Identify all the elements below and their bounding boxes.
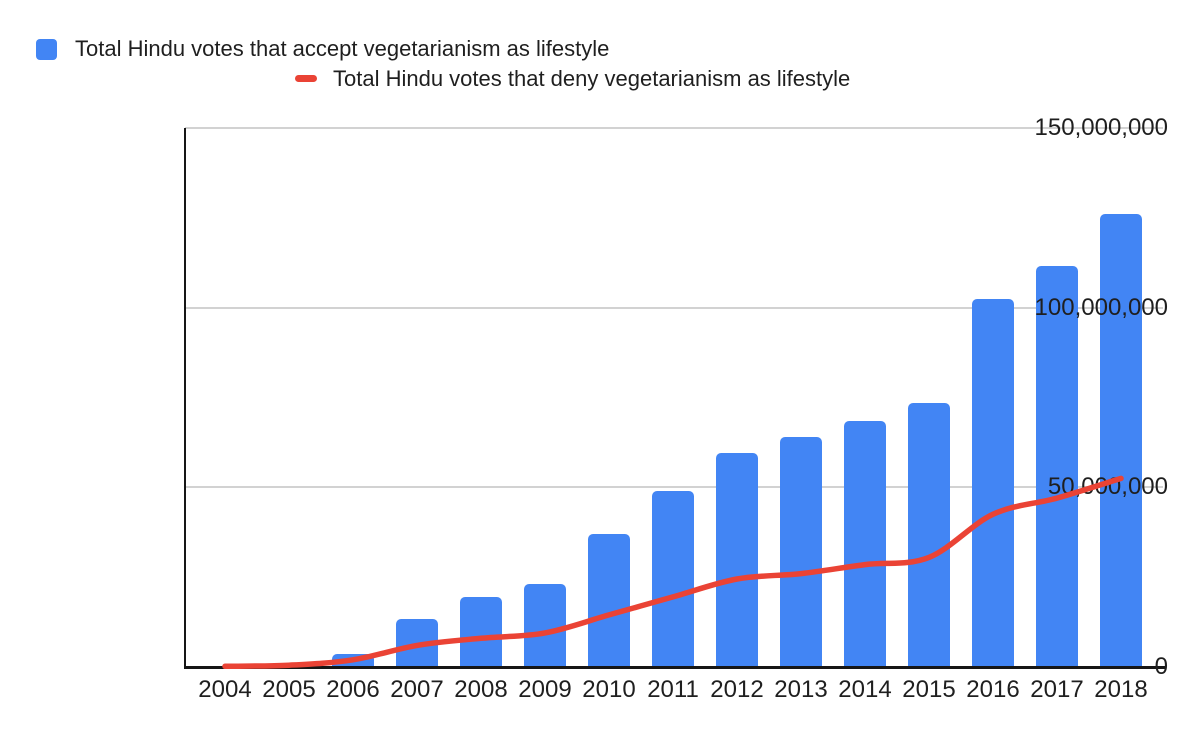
bar-2016[interactable] [972,298,1014,667]
bar-2017[interactable] [1036,266,1078,667]
x-axis-label-2005: 2005 [262,676,316,703]
bar-2008[interactable] [460,596,502,667]
x-axis-label-2004: 2004 [198,676,252,703]
legend-label-accept: Total Hindu votes that accept vegetarian… [75,36,610,61]
y-axis-line [183,128,186,667]
x-axis-label-2007: 2007 [390,676,444,703]
y-axis-label-0: 0 [1154,653,1168,680]
x-axis-label-2018: 2018 [1094,676,1148,703]
legend-label-deny: Total Hindu votes that deny vegetarianis… [333,66,851,91]
x-axis-label-2006: 2006 [326,676,380,703]
x-axis-label-2008: 2008 [454,676,508,703]
x-axis-line [183,665,1165,669]
bar-2010[interactable] [588,534,630,667]
x-axis-label-2011: 2011 [647,676,699,703]
bar-2015[interactable] [908,402,950,667]
bar-2013[interactable] [780,437,822,667]
gridline-50,000,000 [185,486,1163,489]
bar-2011[interactable] [652,490,694,667]
x-axis-label-2017: 2017 [1030,676,1084,703]
x-axis-label-2009: 2009 [518,676,572,703]
bar-2014[interactable] [844,420,886,667]
bar-2012[interactable] [716,453,758,667]
y-axis-label-100,000,000: 100,000,000 [1034,293,1168,321]
x-axis-label-2010: 2010 [582,676,636,703]
legend-swatch-accept-bars [36,39,57,60]
gridline-150,000,000 [185,127,1163,129]
x-axis-label-2012: 2012 [710,676,764,703]
bar-2009[interactable] [524,584,566,667]
y-axis-label-150,000,000: 150,000,000 [1034,114,1168,141]
bar-2018[interactable] [1100,214,1142,667]
y-axis-label-50,000,000: 50,000,000 [1047,473,1168,501]
legend-swatch-deny-line [295,75,317,82]
gridline-100,000,000 [185,306,1163,309]
x-axis-label-2015: 2015 [902,676,956,703]
x-axis-label-2014: 2014 [838,676,892,703]
bar-2007[interactable] [396,618,438,667]
x-axis-label-2013: 2013 [774,676,828,703]
x-axis-label-2016: 2016 [966,676,1020,703]
